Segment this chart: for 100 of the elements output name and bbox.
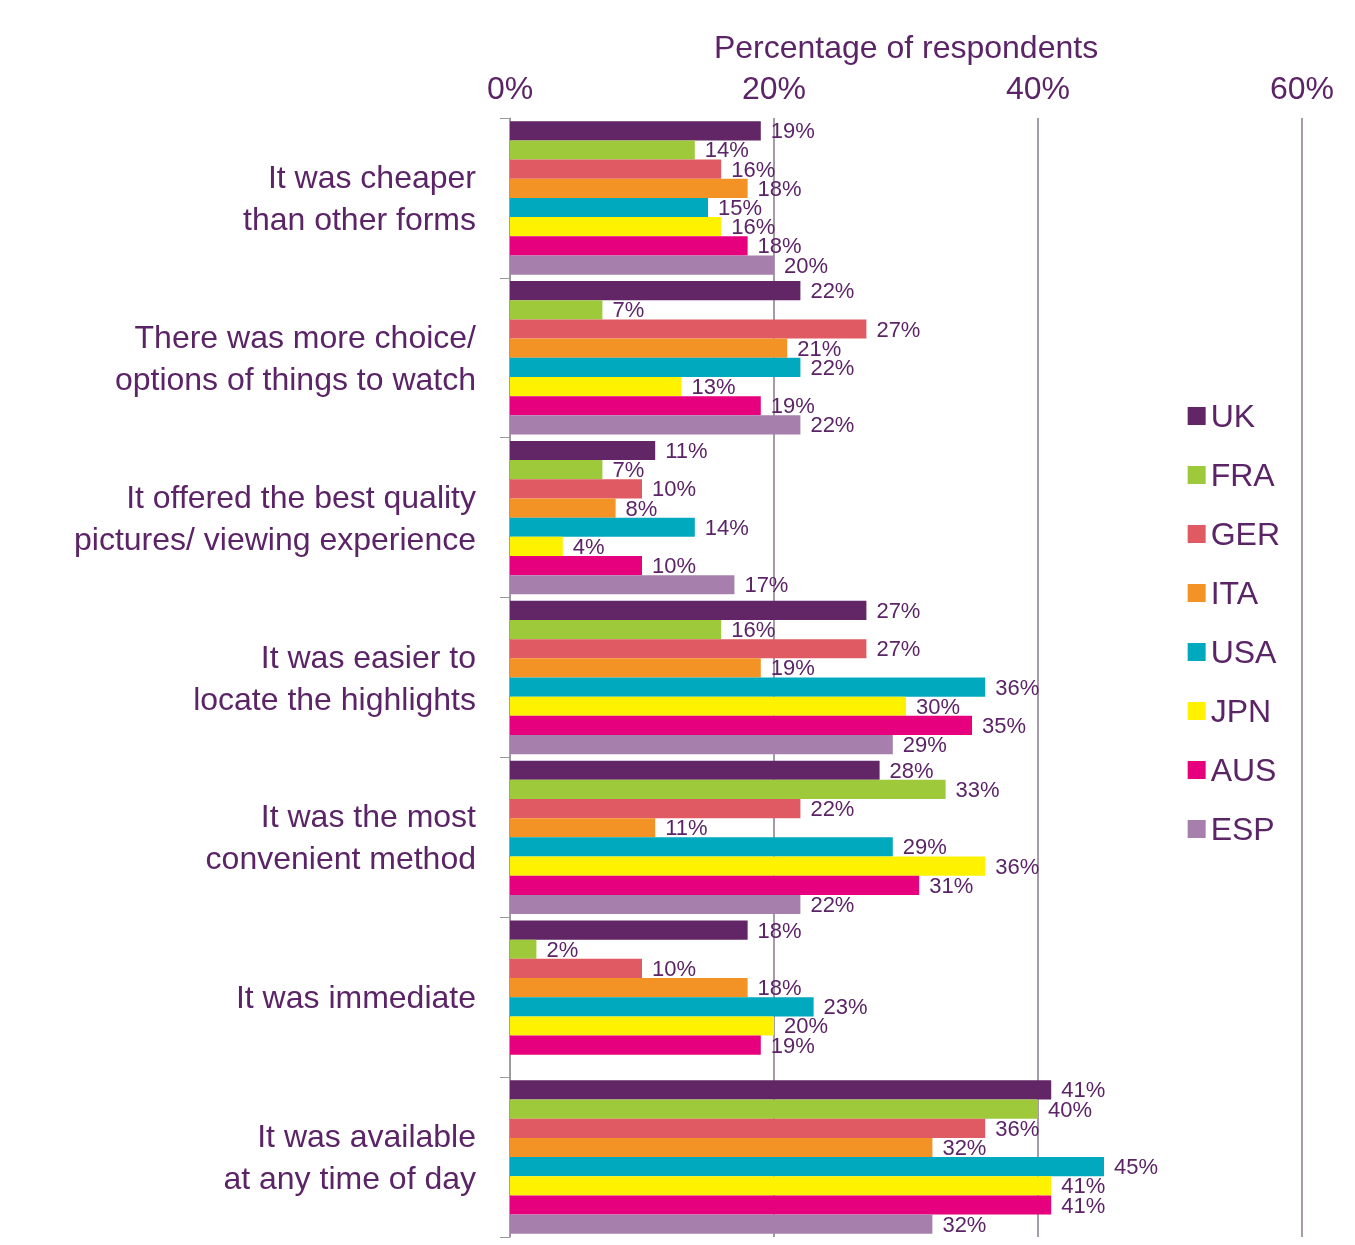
data-label: 36% bbox=[995, 853, 1040, 879]
bar bbox=[510, 619, 722, 640]
bar bbox=[510, 319, 867, 339]
data-label: 4% bbox=[572, 533, 605, 559]
bar bbox=[510, 255, 774, 275]
data-label: 28% bbox=[889, 757, 934, 783]
data-label: 35% bbox=[982, 712, 1027, 738]
legend-label: ESP bbox=[1210, 811, 1275, 847]
bar bbox=[510, 997, 814, 1017]
bar bbox=[510, 1176, 1052, 1196]
bar bbox=[510, 696, 906, 716]
bar bbox=[510, 460, 603, 480]
bar bbox=[510, 357, 801, 377]
data-label: 29% bbox=[902, 834, 947, 860]
data-label: 27% bbox=[876, 316, 921, 342]
bar bbox=[510, 779, 946, 799]
bar bbox=[510, 140, 695, 160]
bar bbox=[510, 376, 682, 397]
x-tick-label: 60% bbox=[1269, 70, 1335, 106]
bar bbox=[510, 159, 722, 179]
data-label: 36% bbox=[995, 674, 1040, 700]
bar bbox=[510, 479, 642, 499]
y-tick-label: It offered the best quality pictures/ viewing experience bbox=[74, 478, 476, 557]
bar bbox=[510, 556, 642, 576]
data-label: 7% bbox=[612, 297, 645, 323]
y-tick-label: It was immediate bbox=[235, 979, 476, 1016]
legend-label: USA bbox=[1210, 634, 1278, 670]
bar bbox=[510, 658, 761, 678]
y-tick-label: It was the most convenient method bbox=[205, 798, 477, 877]
bar bbox=[510, 575, 735, 595]
bar bbox=[510, 735, 893, 755]
data-label: 22% bbox=[810, 412, 855, 438]
bar bbox=[510, 677, 986, 697]
data-label: 2% bbox=[546, 936, 579, 962]
bar bbox=[510, 856, 986, 876]
bar bbox=[510, 600, 867, 620]
data-label: 17% bbox=[744, 572, 789, 598]
bar bbox=[510, 875, 920, 895]
data-label: 11% bbox=[665, 438, 708, 463]
x-axis-title: Percentage of respondents bbox=[713, 29, 1099, 65]
bar bbox=[510, 894, 801, 915]
bar bbox=[510, 281, 801, 301]
legend-label: FRA bbox=[1210, 457, 1276, 493]
bar bbox=[510, 818, 656, 838]
bar bbox=[510, 1157, 1104, 1177]
bar bbox=[510, 798, 801, 819]
data-label: 32% bbox=[942, 1134, 987, 1160]
data-label: 30% bbox=[916, 693, 961, 719]
bar bbox=[510, 1099, 1038, 1119]
bar bbox=[510, 1137, 933, 1158]
data-label: 7% bbox=[612, 457, 645, 483]
bar bbox=[510, 1035, 761, 1055]
data-label: 14% bbox=[704, 514, 749, 540]
data-label: 31% bbox=[929, 872, 974, 898]
data-label: 18% bbox=[757, 917, 802, 943]
data-label: 10% bbox=[652, 955, 697, 981]
data-label: 18% bbox=[757, 975, 802, 1001]
data-label: 13% bbox=[691, 374, 736, 400]
bar bbox=[510, 440, 656, 461]
bar bbox=[510, 920, 748, 940]
legend-label: UK bbox=[1210, 398, 1256, 434]
data-label: 10% bbox=[652, 553, 697, 579]
bar bbox=[510, 639, 867, 659]
bar bbox=[510, 396, 761, 416]
bar bbox=[510, 1214, 933, 1234]
data-label: 29% bbox=[902, 732, 947, 758]
data-label: 19% bbox=[770, 655, 815, 681]
data-label: 22% bbox=[810, 278, 855, 304]
legend-label: GER bbox=[1210, 516, 1280, 552]
x-tick-label: 40% bbox=[1005, 70, 1071, 106]
data-label: 27% bbox=[876, 597, 921, 623]
bar bbox=[510, 197, 708, 218]
legend-label: AUS bbox=[1210, 752, 1277, 788]
data-label: 11% bbox=[665, 815, 708, 841]
data-label: 33% bbox=[955, 776, 1000, 802]
bar bbox=[510, 517, 695, 537]
bar bbox=[510, 1016, 774, 1036]
bar bbox=[510, 715, 972, 736]
bar bbox=[510, 958, 642, 979]
legend-label: ITA bbox=[1210, 575, 1259, 611]
bar bbox=[510, 837, 893, 857]
bar bbox=[510, 978, 748, 998]
data-label: 21% bbox=[797, 335, 842, 361]
data-label: 22% bbox=[810, 892, 855, 917]
data-label: 32% bbox=[942, 1211, 987, 1237]
bar bbox=[510, 300, 603, 320]
bar bbox=[510, 178, 748, 198]
bar bbox=[510, 498, 616, 518]
data-label: 22% bbox=[810, 796, 855, 822]
bar bbox=[510, 1195, 1052, 1215]
data-label: 27% bbox=[876, 636, 921, 662]
data-label: 16% bbox=[731, 617, 776, 643]
x-tick-label: 20% bbox=[741, 70, 807, 106]
bar bbox=[510, 121, 761, 141]
bar bbox=[510, 536, 563, 557]
bar bbox=[510, 1080, 1052, 1100]
y-tick-label: It was cheaper than other forms bbox=[243, 158, 477, 237]
x-tick-label: 0% bbox=[486, 70, 534, 106]
y-tick-label: It was easier to locate the highlights bbox=[193, 638, 476, 717]
bar bbox=[510, 217, 722, 237]
